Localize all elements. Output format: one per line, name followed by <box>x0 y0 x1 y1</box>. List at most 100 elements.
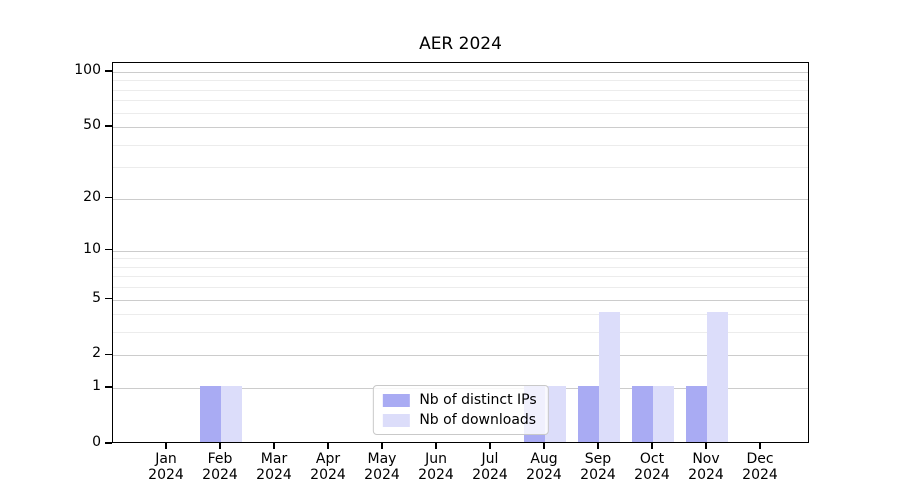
x-tick-year: 2024 <box>256 467 292 483</box>
y-axis-tick <box>105 353 112 356</box>
bar-downloads-sep <box>599 312 620 442</box>
bar-distinct-ips-sep <box>578 386 599 442</box>
x-tick-month: Oct <box>639 451 665 467</box>
gridline-minor <box>113 332 808 334</box>
x-axis-tick <box>651 443 653 449</box>
legend-swatch-distinct-ips <box>382 393 410 407</box>
gridline-minor <box>113 100 808 102</box>
x-axis-tick <box>597 443 599 449</box>
x-axis-tick <box>489 443 491 449</box>
gridline-minor <box>113 276 808 278</box>
y-tick-label: 10 <box>83 240 101 257</box>
bar-distinct-ips-nov <box>686 386 707 442</box>
legend-swatch-downloads <box>382 413 410 427</box>
x-axis-tick <box>543 443 545 449</box>
gridline-major <box>113 198 808 200</box>
y-axis-tick <box>105 196 112 199</box>
legend-label-downloads: Nb of downloads <box>419 412 537 428</box>
x-axis-tick <box>435 443 437 449</box>
gridline-major <box>113 250 808 252</box>
gridline-minor <box>113 112 808 114</box>
x-tick-label: Dec 2024 <box>728 451 792 483</box>
bar-downloads-aug <box>545 386 566 442</box>
plot-area: Nb of distinct IPs Nb of downloads <box>112 62 809 443</box>
bar-distinct-ips-feb <box>200 386 221 442</box>
chart-title: AER 2024 <box>419 34 502 54</box>
x-axis-tick <box>381 443 383 449</box>
legend: Nb of distinct IPs Nb of downloads <box>372 385 549 435</box>
gridline-minor <box>113 287 808 289</box>
x-axis-tick <box>327 443 329 449</box>
y-tick-label: 50 <box>83 117 101 134</box>
legend-label-distinct-ips: Nb of distinct IPs <box>419 392 537 408</box>
y-axis-tick <box>105 248 112 251</box>
y-axis-tick <box>105 297 112 300</box>
x-tick-label: Sep 2024 <box>566 451 630 483</box>
bar-downloads-nov <box>707 312 728 442</box>
x-tick-month: Apr <box>315 451 341 467</box>
x-tick-month: Feb <box>207 451 233 467</box>
x-tick-month: Jul <box>481 451 499 467</box>
gridline-major <box>113 355 808 357</box>
y-tick-label: 100 <box>74 62 101 78</box>
x-tick-month: Aug <box>530 451 558 467</box>
y-axis-tick <box>105 70 112 72</box>
legend-item-downloads: Nb of downloads <box>382 412 536 428</box>
x-axis-tick <box>273 443 275 449</box>
gridline-minor <box>113 89 808 91</box>
x-tick-month: May <box>367 451 397 467</box>
x-tick-year: 2024 <box>202 467 238 483</box>
gridline-minor <box>113 80 808 82</box>
gridline-minor <box>113 258 808 260</box>
x-tick-year: 2024 <box>148 467 184 483</box>
y-tick-label: 5 <box>92 289 101 306</box>
y-tick-label: 2 <box>92 345 101 362</box>
bar-downloads-feb <box>221 386 242 442</box>
x-tick-label: Oct 2024 <box>620 451 684 483</box>
x-tick-label: Feb 2024 <box>188 451 252 483</box>
gridline-minor <box>113 167 808 169</box>
x-tick-label: Mar 2024 <box>242 451 306 483</box>
x-tick-year: 2024 <box>688 467 724 483</box>
bar-downloads-oct <box>653 386 674 442</box>
gridline-minor <box>113 266 808 268</box>
x-tick-month: Sep <box>584 451 612 467</box>
y-tick-label: 1 <box>92 378 101 395</box>
x-tick-month: Dec <box>746 451 774 467</box>
x-tick-label: Apr 2024 <box>296 451 360 483</box>
gridline-major <box>113 299 808 301</box>
y-axis-tick <box>105 442 112 444</box>
x-axis-tick <box>165 443 167 449</box>
y-tick-label: 20 <box>83 188 101 205</box>
x-tick-year: 2024 <box>580 467 616 483</box>
y-tick-label: 0 <box>92 434 101 450</box>
x-tick-year: 2024 <box>364 467 400 483</box>
x-tick-month: Jun <box>425 451 447 467</box>
x-tick-month: Jan <box>155 451 177 467</box>
legend-item-distinct-ips: Nb of distinct IPs <box>382 392 537 408</box>
x-tick-month: Nov <box>692 451 720 467</box>
x-axis-tick <box>759 443 761 449</box>
y-axis-tick <box>105 125 112 127</box>
y-axis-tick <box>105 386 112 388</box>
gridline-minor <box>113 314 808 316</box>
x-tick-label: Jun 2024 <box>404 451 468 483</box>
x-tick-year: 2024 <box>418 467 454 483</box>
x-axis-tick <box>705 443 707 449</box>
x-tick-month: Mar <box>260 451 288 467</box>
gridline-major <box>113 72 808 73</box>
x-tick-label: May 2024 <box>350 451 414 483</box>
gridline-minor <box>113 144 808 146</box>
x-tick-year: 2024 <box>742 467 778 483</box>
x-tick-year: 2024 <box>310 467 346 483</box>
x-tick-year: 2024 <box>526 467 562 483</box>
x-tick-year: 2024 <box>472 467 508 483</box>
x-tick-label: Aug 2024 <box>512 451 576 483</box>
x-tick-label: Jul 2024 <box>458 451 522 483</box>
gridline-major <box>113 127 808 129</box>
x-tick-year: 2024 <box>634 467 670 483</box>
x-axis-tick <box>219 443 221 449</box>
bar-distinct-ips-oct <box>632 386 653 442</box>
x-tick-label: Nov 2024 <box>674 451 738 483</box>
